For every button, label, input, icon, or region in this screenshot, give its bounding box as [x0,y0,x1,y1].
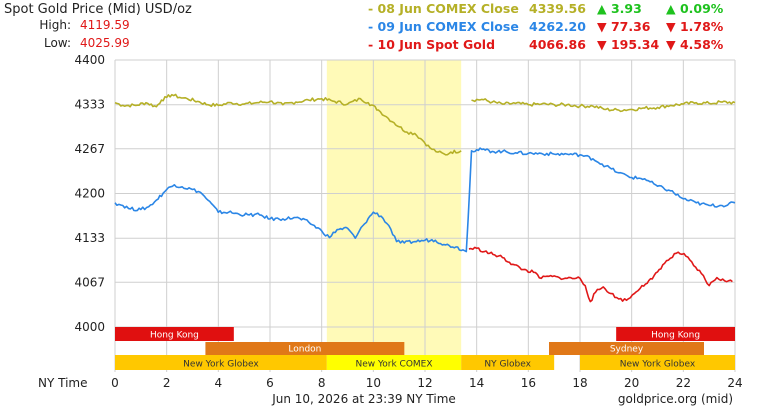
y-tick-label-4067: 4067 [74,275,105,289]
legend-pct-1: ▼ 1.78% [666,19,724,34]
session-bar-3 [549,342,704,355]
comex-session-highlight [326,60,462,366]
x-tick-label-8: 8 [318,376,326,390]
session-bar-7 [580,355,735,370]
x-tick-label-4: 4 [215,376,223,390]
legend-pct-2: ▼ 4.58% [666,37,724,52]
series-line-d08 [114,93,736,156]
y-tick-label-4200: 4200 [74,187,105,201]
session-bar-4 [115,355,327,370]
session-label-7: New York Globex [620,360,696,370]
x-tick-label-14: 14 [469,376,484,390]
high-label: High: [39,18,71,32]
legend-change-2: ▼ 195.34 [597,37,660,52]
high-value: 4119.59 [80,18,130,32]
legend-name-2: - 10 Jun Spot Gold [368,37,495,52]
source-label: goldprice.org (mid) [618,392,733,406]
session-bar-2 [205,342,405,355]
legend-name-0: - 08 Jun COMEX Close [368,1,519,16]
y-tick-label-4133: 4133 [74,231,105,245]
session-bar-0 [115,327,234,341]
low-label: Low: [44,36,71,50]
x-tick-label-22: 22 [676,376,691,390]
session-label-0: Hong Kong [150,331,199,341]
chart-title: Spot Gold Price (Mid) USD/oz [4,2,192,17]
x-tick-label-20: 20 [624,376,639,390]
series-line-d09 [114,147,736,253]
legend: - 08 Jun COMEX Close 4339.56 ▲ 3.93 ▲ 0.09%… [368,1,724,52]
session-bar-5 [326,355,462,370]
x-tick-label-6: 6 [266,376,274,390]
legend-change-0: ▲ 3.93 [597,1,642,16]
session-label-4: New York Globex [183,360,259,370]
x-tick-label-2: 2 [163,376,171,390]
low-value: 4025.99 [80,36,130,50]
session-label-1: Hong Kong [651,331,700,341]
session-label-2: London [288,345,321,355]
y-tick-label-4267: 4267 [74,142,105,156]
market-sessions: Hong Kong Hong Kong London Sydney New York G… [115,327,735,370]
session-label-3: Sydney [610,345,644,355]
session-bar-1 [616,327,735,341]
session-bar-6 [461,355,555,370]
legend-name-1: - 09 Jun COMEX Close [368,19,519,34]
legend-change-1: ▼ 77.36 [597,19,651,34]
x-tick-label-18: 18 [572,376,587,390]
session-label-6: NY Globex [484,360,531,370]
x-tick-label-12: 12 [417,376,432,390]
legend-pct-0: ▲ 0.09% [666,1,724,16]
x-tick-label-10: 10 [366,376,381,390]
y-tick-label-4333: 4333 [74,98,105,112]
series-lines [114,93,736,303]
x-axis-label: NY Time [38,376,88,390]
x-tick-label-0: 0 [111,376,119,390]
legend-price-1: 4262.20 [529,19,586,34]
x-tick-label-16: 16 [521,376,536,390]
legend-price-2: 4066.86 [529,37,586,52]
timestamp: Jun 10, 2026 at 23:39 NY Time [271,392,456,406]
legend-price-0: 4339.56 [529,1,586,16]
session-label-5: New York COMEX [355,360,432,370]
y-tick-label-4000: 4000 [74,320,105,334]
series-line-d10 [468,246,733,303]
x-tick-label-24: 24 [727,376,742,390]
y-tick-label-4400: 4400 [74,53,105,67]
